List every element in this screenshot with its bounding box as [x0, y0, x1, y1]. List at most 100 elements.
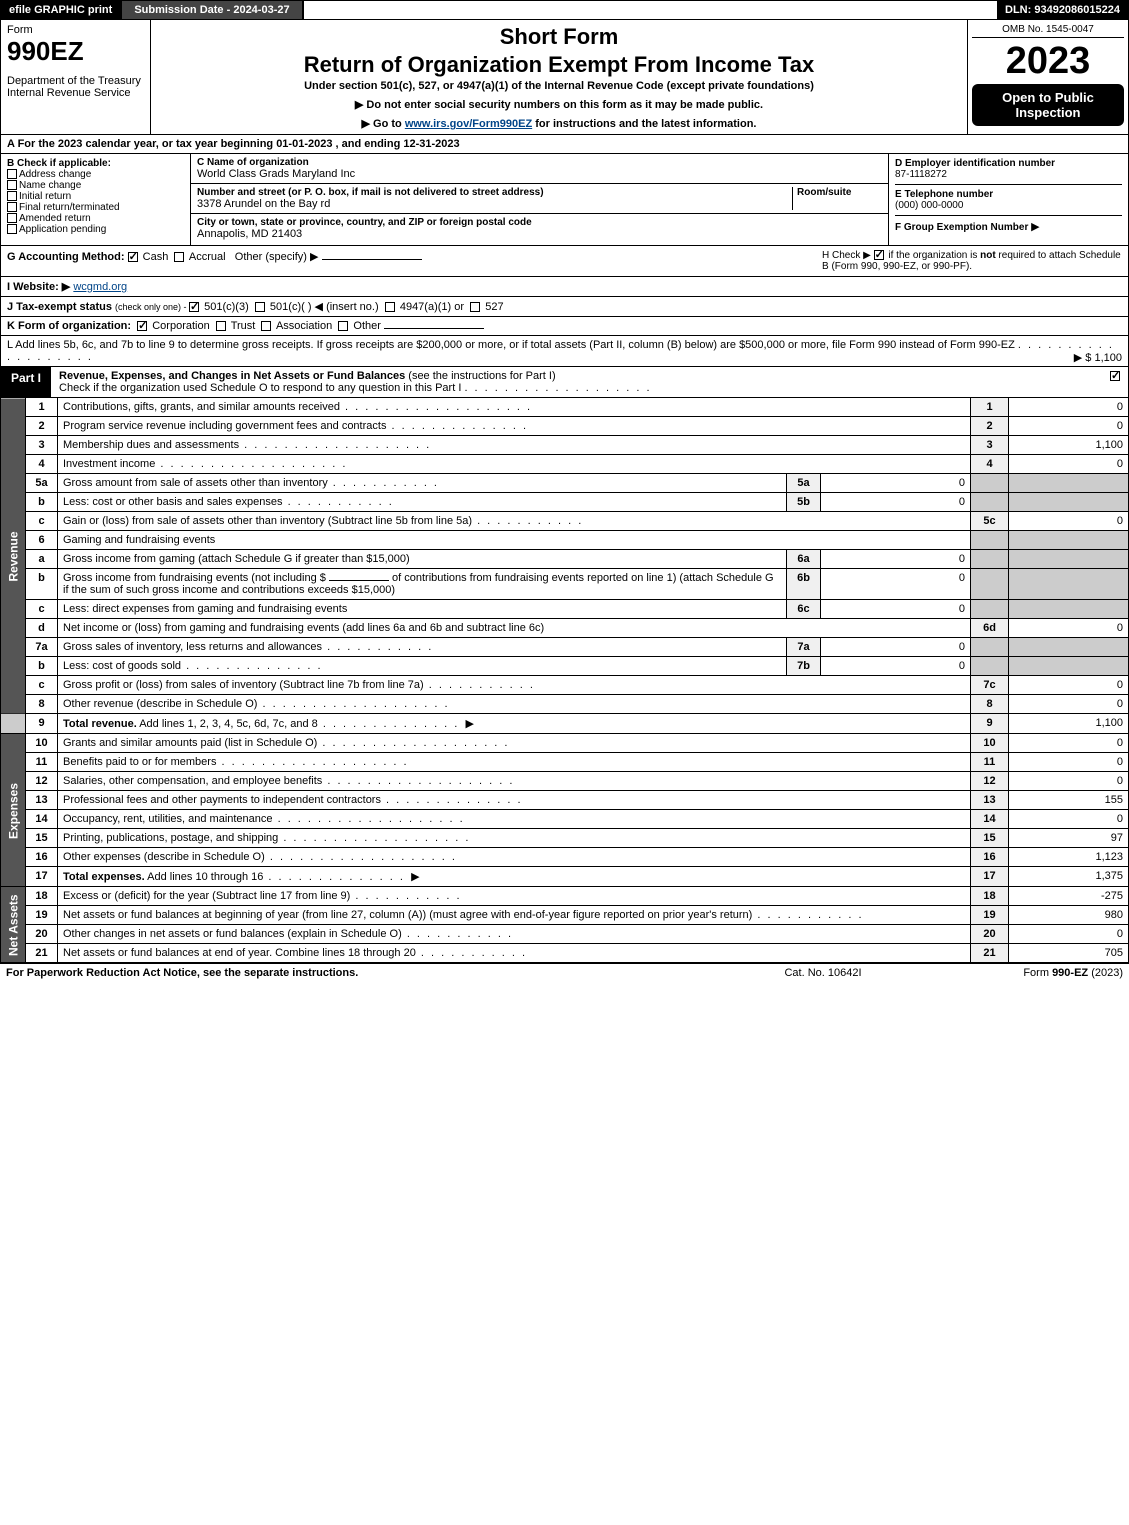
b-opt-name-change[interactable]: Name change [7, 180, 184, 191]
checkbox-icon[interactable] [7, 202, 17, 212]
part-i-header: Part I Revenue, Expenses, and Changes in… [0, 367, 1129, 398]
desc-text: Investment income [63, 458, 347, 470]
table-row: 16 Other expenses (describe in Schedule … [1, 848, 1129, 867]
b-opt-application-pending[interactable]: Application pending [7, 224, 184, 235]
line-value: 1,375 [1009, 867, 1129, 887]
line-desc: Total revenue. Add lines 1, 2, 3, 4, 5c,… [58, 714, 971, 734]
g-label: G Accounting Method: [7, 251, 125, 263]
note2-post: for instructions and the latest informat… [532, 118, 756, 130]
l6b-amount-field[interactable] [329, 580, 389, 581]
k-o3: Association [276, 320, 332, 332]
checkbox-assoc[interactable] [261, 321, 271, 331]
table-row: 15 Printing, publications, postage, and … [1, 829, 1129, 848]
b-opt-amended-return[interactable]: Amended return [7, 213, 184, 224]
sub-value: 0 [821, 474, 971, 493]
sub-label: 6c [787, 600, 821, 619]
room-suite-label: Room/suite [797, 187, 882, 198]
line-value: 0 [1009, 512, 1129, 531]
desc-text: Other revenue (describe in Schedule O) [63, 698, 450, 710]
shaded-cell [971, 657, 1009, 676]
checkbox-icon[interactable] [7, 213, 17, 223]
sub-value: 0 [821, 638, 971, 657]
checkbox-corp[interactable] [137, 321, 147, 331]
line-number: 2 [26, 417, 58, 436]
section-b: B Check if applicable: Address change Na… [1, 154, 191, 245]
desc-text: Program service revenue including govern… [63, 420, 528, 432]
line-number: 6 [26, 531, 58, 550]
line-number-right: 21 [971, 944, 1009, 963]
shaded-cell [1009, 638, 1129, 657]
footer-pre: Form [1023, 967, 1052, 979]
b-opt-final-return[interactable]: Final return/terminated [7, 202, 184, 213]
line-number: 10 [26, 734, 58, 753]
table-row: 5a Gross amount from sale of assets othe… [1, 474, 1129, 493]
checkbox-icon[interactable] [7, 191, 17, 201]
line-number-right: 11 [971, 753, 1009, 772]
desc-text: Occupancy, rent, utilities, and maintena… [63, 813, 465, 825]
checkbox-icon[interactable] [7, 224, 17, 234]
line-desc: Contributions, gifts, grants, and simila… [58, 398, 971, 417]
website-link[interactable]: wcgmd.org [73, 281, 127, 293]
line-number-right: 13 [971, 791, 1009, 810]
sub-value: 0 [821, 550, 971, 569]
desc-text: Less: cost or other basis and sales expe… [63, 496, 394, 508]
j-o2: 501(c)( ) [270, 301, 312, 313]
checkbox-accrual[interactable] [174, 252, 184, 262]
b-opt-initial-return[interactable]: Initial return [7, 191, 184, 202]
desc-text: Net assets or fund balances at end of ye… [63, 947, 527, 959]
checkbox-trust[interactable] [216, 321, 226, 331]
line-number: 7a [26, 638, 58, 657]
k-other-field[interactable] [384, 328, 484, 329]
line-number-right: 20 [971, 925, 1009, 944]
shaded-cell [1009, 600, 1129, 619]
print-link[interactable]: print [88, 4, 112, 16]
l6b-pre: Gross income from fundraising events (no… [63, 572, 326, 584]
shaded-cell [971, 569, 1009, 600]
j-o4: 527 [485, 301, 503, 313]
footer-bold: 990-EZ [1052, 967, 1088, 979]
header-right-col: OMB No. 1545-0047 2023 Open to Public In… [968, 20, 1128, 134]
checkbox-other-org[interactable] [338, 321, 348, 331]
g-other-field[interactable] [322, 259, 422, 260]
part-i-checkbox[interactable] [1104, 367, 1128, 397]
open-to-public-badge: Open to Public Inspection [972, 84, 1124, 126]
line-value: 0 [1009, 619, 1129, 638]
efile-text: efile GRAPHIC [9, 4, 85, 16]
desc-text: Other changes in net assets or fund bala… [63, 928, 513, 940]
irs-link[interactable]: www.irs.gov/Form990EZ [405, 118, 532, 130]
part-i-paren: (see the instructions for Part I) [408, 370, 555, 382]
form-number: 990EZ [7, 36, 144, 67]
checkbox-527[interactable] [470, 302, 480, 312]
line-number: 9 [26, 714, 58, 734]
checkbox-501c3[interactable] [189, 302, 199, 312]
line-desc: Gross profit or (loss) from sales of inv… [58, 676, 971, 695]
b-opt-address-change[interactable]: Address change [7, 169, 184, 180]
b-opt-label: Application pending [19, 224, 106, 235]
table-row: 13 Professional fees and other payments … [1, 791, 1129, 810]
checkbox-icon[interactable] [7, 169, 17, 179]
line-value: 0 [1009, 417, 1129, 436]
line-desc: Excess or (deficit) for the year (Subtra… [58, 887, 971, 906]
revenue-side-label: Revenue [1, 398, 26, 714]
checkbox-cash[interactable] [128, 252, 138, 262]
l9-rest: Add lines 1, 2, 3, 4, 5c, 6d, 7c, and 8 [137, 718, 460, 730]
line-desc: Gross amount from sale of assets other t… [58, 474, 787, 493]
checkbox-icon[interactable] [7, 180, 17, 190]
line-number-right: 1 [971, 398, 1009, 417]
line-number-right: 16 [971, 848, 1009, 867]
form-header: Form 990EZ Department of the Treasury In… [0, 20, 1129, 135]
h-not: not [980, 250, 996, 261]
desc-text: Membership dues and assessments [63, 439, 431, 451]
desc-text: Salaries, other compensation, and employ… [63, 775, 514, 787]
desc-text: Gain or (loss) from sale of assets other… [63, 515, 583, 527]
checkbox-icon[interactable] [1110, 371, 1120, 381]
checkbox-501c[interactable] [255, 302, 265, 312]
b-opt-label: Initial return [19, 191, 71, 202]
section-def: D Employer identification number 87-1118… [888, 154, 1128, 245]
checkbox-h[interactable] [874, 250, 884, 260]
j-o1: 501(c)(3) [204, 301, 249, 313]
k-o2: Trust [231, 320, 256, 332]
checkbox-4947[interactable] [385, 302, 395, 312]
line-number-right: 5c [971, 512, 1009, 531]
line-number: a [26, 550, 58, 569]
